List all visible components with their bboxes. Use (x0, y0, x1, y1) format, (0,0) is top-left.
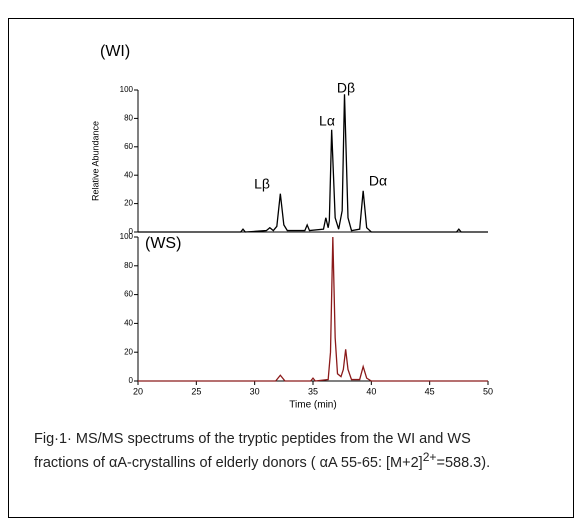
peak-label: Dβ (337, 80, 355, 96)
y-tick-label: 40 (124, 319, 133, 328)
x-tick-label: 25 (191, 386, 201, 396)
peak-label: Lα (319, 113, 335, 129)
y-tick-label: 20 (124, 347, 133, 356)
y-tick-label: 60 (124, 142, 133, 151)
x-tick-label: 35 (308, 386, 318, 396)
y-tick-label: 80 (124, 261, 133, 270)
x-tick-label: 30 (250, 386, 260, 396)
panel-label: (WS) (145, 235, 181, 252)
caption-end: =588.3). (436, 454, 491, 471)
x-tick-label: 20 (133, 386, 143, 396)
y-tick-label: 40 (124, 170, 133, 179)
caption-superscript: 2+ (422, 450, 437, 464)
y-tick-label: 80 (124, 114, 133, 123)
caption: Fig·1· MS/MS spectrums of the tryptic pe… (34, 430, 514, 472)
y-axis-label: Relative Abundance (90, 121, 100, 201)
x-tick-label: 40 (366, 386, 376, 396)
peak-label: Lβ (254, 176, 270, 192)
y-tick-label: 100 (120, 232, 134, 241)
peak-label: Dα (369, 173, 387, 189)
y-tick-label: 60 (124, 290, 133, 299)
chromatogram-line (138, 236, 488, 382)
caption-text: Fig·1· MS/MS spectrums of the tryptic pe… (34, 431, 471, 471)
x-tick-label: 45 (425, 386, 435, 396)
chromatogram-line (138, 94, 488, 233)
x-tick-label: 50 (483, 386, 493, 396)
y-tick-label: 20 (124, 199, 133, 208)
x-axis-label: Time (min) (289, 400, 336, 411)
panel-label: (WI) (100, 43, 130, 60)
y-tick-label: 0 (129, 376, 134, 385)
y-tick-label: 100 (120, 85, 134, 94)
y-tick-label: 0 (129, 227, 134, 236)
